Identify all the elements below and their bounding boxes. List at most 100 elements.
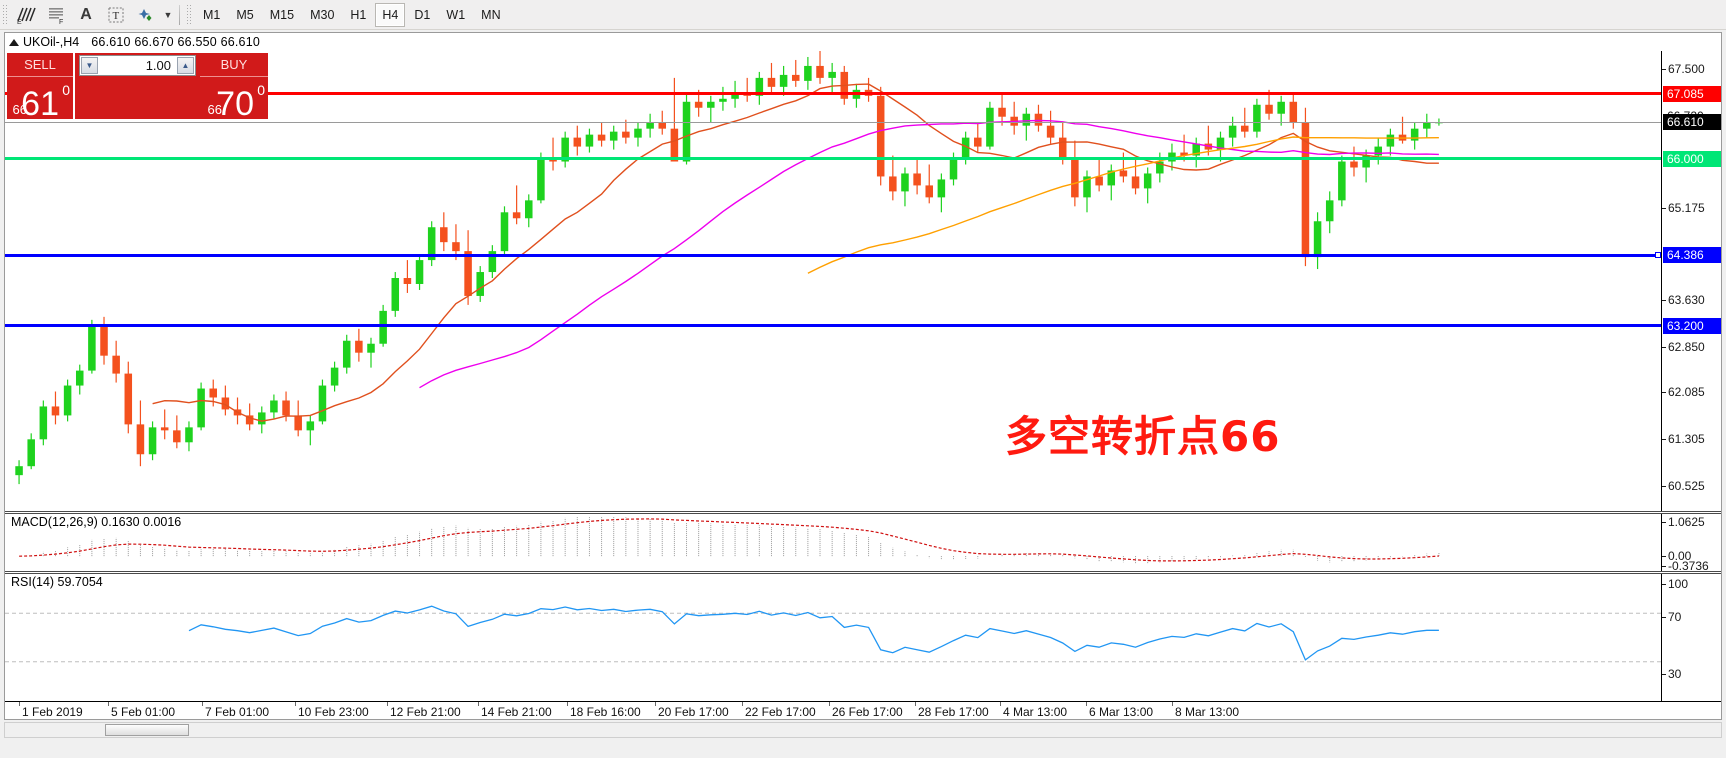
price-tick: 60.525 bbox=[1662, 479, 1705, 493]
macd-scale[interactable]: 1.0625 0.00 -0.3736 bbox=[1661, 514, 1721, 573]
buy-button[interactable]: BUY 66 70 0 bbox=[200, 53, 268, 121]
svg-text:T: T bbox=[113, 10, 120, 22]
volume-container: ▼ 1.00 ▲ bbox=[75, 53, 200, 119]
status-bar bbox=[0, 740, 1726, 758]
svg-text:E: E bbox=[17, 19, 22, 25]
macd-tick-zero: 0.00 bbox=[1662, 549, 1691, 563]
sell-price-prefix: 66 bbox=[12, 102, 27, 117]
symbol-label: UKOil-,H4 bbox=[23, 35, 80, 49]
ma-mid-line bbox=[419, 119, 1439, 389]
timeframe-m1[interactable]: M1 bbox=[203, 7, 221, 22]
volume-increase-icon[interactable]: ▲ bbox=[177, 57, 194, 74]
main-toolbar: E F A T bbox=[0, 0, 1726, 30]
ohlc-values: 66.610 66.670 66.550 66.610 bbox=[91, 35, 261, 49]
time-tick bbox=[915, 702, 916, 706]
time-axis-label: 1 Feb 2019 bbox=[22, 705, 83, 719]
level-line-last-price[interactable] bbox=[5, 121, 1661, 123]
time-axis-label: 22 Feb 17:00 bbox=[745, 705, 816, 719]
buy-price-pip: 0 bbox=[257, 82, 265, 98]
rsi-tick-100: 100 bbox=[1662, 577, 1688, 591]
timeframe-h1[interactable]: H1 bbox=[350, 7, 367, 22]
time-axis-label: 5 Feb 01:00 bbox=[111, 705, 176, 719]
collapse-triangle-icon[interactable] bbox=[9, 38, 19, 46]
last-price-badge: 66.610 bbox=[1663, 114, 1721, 131]
chart-annotation: 多空转折点66 bbox=[1005, 412, 1281, 461]
time-axis-label: 4 Mar 13:00 bbox=[1003, 705, 1068, 719]
resistance-level-badge: 67.085 bbox=[1663, 85, 1721, 102]
time-axis-label: 8 Mar 13:00 bbox=[1175, 705, 1240, 719]
macd-label: MACD(12,26,9) 0.1630 0.0016 bbox=[11, 515, 182, 529]
pane-separator-1[interactable] bbox=[5, 511, 1721, 514]
time-tick bbox=[202, 702, 203, 706]
level-line-support-1[interactable] bbox=[5, 253, 1661, 257]
macd-tick-top: 1.0625 bbox=[1662, 515, 1705, 529]
rsi-line bbox=[188, 605, 1439, 661]
time-tick bbox=[567, 702, 568, 706]
toolbar-separator bbox=[179, 4, 180, 25]
support-level-badge: 64.386 bbox=[1663, 247, 1721, 263]
tools-group: E F A T bbox=[11, 0, 175, 30]
support2-level-badge: 63.200 bbox=[1663, 317, 1721, 334]
toolbar-drag-handle[interactable] bbox=[2, 3, 9, 26]
symbol-header: UKOil-,H4 66.610 66.670 66.550 66.610 bbox=[5, 33, 260, 51]
volume-decrease-icon[interactable]: ▼ bbox=[81, 57, 98, 74]
indicators-icon[interactable]: E bbox=[11, 2, 41, 28]
sell-price: 66 61 0 bbox=[7, 77, 73, 123]
chevron-down-icon[interactable]: ▼ bbox=[163, 9, 173, 20]
timeframe-mn[interactable]: MN bbox=[481, 7, 501, 22]
macd-pane: MACD(12,26,9) 0.1630 0.0016 1.0625 0.00 … bbox=[5, 514, 1721, 573]
level-line-resistance[interactable] bbox=[5, 92, 1661, 96]
volume-value: 1.00 bbox=[145, 58, 171, 73]
svg-text:F: F bbox=[59, 19, 63, 25]
timeframe-m15[interactable]: M15 bbox=[269, 7, 295, 22]
buy-price: 66 70 0 bbox=[200, 77, 268, 121]
pivot-level-badge: 66.000 bbox=[1663, 150, 1721, 167]
price-tick: 62.085 bbox=[1662, 385, 1705, 399]
horizontal-scrollbar[interactable] bbox=[4, 722, 1722, 738]
sell-button[interactable]: SELL 66 61 0 bbox=[7, 53, 75, 123]
price-pane: 多空转折点66 67.500 65.175 63.630 62.850 62.085 61… bbox=[5, 51, 1721, 511]
time-tick bbox=[478, 702, 479, 706]
time-tick bbox=[1000, 702, 1001, 706]
timeframe-drag-handle[interactable] bbox=[186, 3, 193, 26]
chart-canvas-window[interactable]: UKOil-,H4 66.610 66.670 66.550 66.610 多空… bbox=[4, 32, 1722, 720]
ma-fast-line bbox=[152, 83, 1439, 422]
rsi-tick-30: 30 bbox=[1662, 667, 1681, 681]
timeframe-h4[interactable]: H4 bbox=[375, 2, 406, 27]
time-tick bbox=[655, 702, 656, 706]
candlestick-series bbox=[15, 51, 1443, 485]
time-axis[interactable]: 1 Feb 2019 5 Feb 01:00 7 Feb 01:00 10 Feb 2… bbox=[5, 701, 1721, 719]
sell-price-main: 61 bbox=[21, 85, 59, 123]
macd-signal-line bbox=[19, 518, 1439, 562]
level-drag-handle[interactable] bbox=[1655, 252, 1661, 258]
objects-icon[interactable] bbox=[131, 2, 161, 28]
timeframe-m30[interactable]: M30 bbox=[310, 7, 335, 22]
price-tick: 65.175 bbox=[1662, 201, 1705, 215]
time-axis-label: 26 Feb 17:00 bbox=[832, 705, 903, 719]
text-tool-icon[interactable]: A bbox=[80, 5, 92, 23]
level-line-pivot[interactable] bbox=[5, 157, 1661, 160]
time-axis-label: 18 Feb 16:00 bbox=[570, 705, 641, 719]
rsi-label: RSI(14) 59.7054 bbox=[11, 575, 103, 589]
price-tick: 67.500 bbox=[1662, 62, 1705, 76]
sell-label: SELL bbox=[7, 53, 73, 77]
timeframe-m5[interactable]: M5 bbox=[236, 7, 254, 22]
macd-series bbox=[19, 516, 1440, 564]
time-tick bbox=[829, 702, 830, 706]
price-scale[interactable]: 67.500 65.175 63.630 62.850 62.085 61.305 60.5… bbox=[1661, 51, 1721, 511]
one-click-trading-panel: SELL 66 61 0 ▼ 1.00 ▲ BUY 66 70 bbox=[7, 53, 272, 123]
time-tick bbox=[295, 702, 296, 706]
time-axis-label: 7 Feb 01:00 bbox=[205, 705, 270, 719]
rsi-scale[interactable]: 100 70 30 bbox=[1661, 574, 1721, 701]
timeframe-w1[interactable]: W1 bbox=[446, 7, 466, 22]
timeframe-d1[interactable]: D1 bbox=[414, 7, 431, 22]
time-axis-label: 12 Feb 21:00 bbox=[390, 705, 461, 719]
time-tick bbox=[387, 702, 388, 706]
timeframes-grid-icon[interactable]: F bbox=[41, 2, 71, 28]
text-label-icon[interactable]: T bbox=[101, 2, 131, 28]
pane-separator-2[interactable] bbox=[5, 571, 1721, 574]
volume-input[interactable]: ▼ 1.00 ▲ bbox=[79, 55, 196, 76]
scrollbar-thumb[interactable] bbox=[105, 724, 189, 736]
level-line-support-2[interactable] bbox=[5, 324, 1661, 328]
